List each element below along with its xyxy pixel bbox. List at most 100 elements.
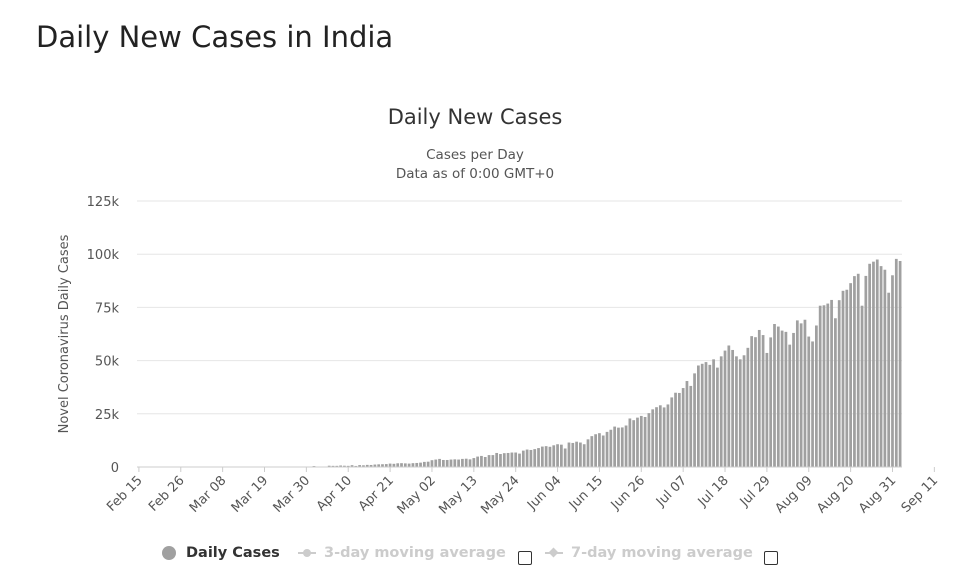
bar[interactable] xyxy=(712,359,715,467)
bar[interactable] xyxy=(677,392,681,467)
bar[interactable] xyxy=(415,462,419,467)
bar[interactable] xyxy=(540,446,544,467)
legend-item-daily-cases[interactable]: Daily Cases xyxy=(162,545,280,561)
bar[interactable] xyxy=(887,292,891,467)
bar[interactable] xyxy=(651,409,655,467)
bar[interactable] xyxy=(655,407,658,467)
bar[interactable] xyxy=(422,461,426,467)
bar[interactable] xyxy=(624,425,628,468)
bar[interactable] xyxy=(392,463,396,467)
legend-item-7-day-average[interactable]: 7-day moving average xyxy=(545,545,753,561)
legend-item-3-day-average[interactable]: 3-day moving average xyxy=(298,545,506,561)
bar[interactable] xyxy=(544,446,548,467)
bar[interactable] xyxy=(891,275,894,467)
bar[interactable] xyxy=(845,289,849,467)
bar[interactable] xyxy=(613,426,617,467)
bar[interactable] xyxy=(742,355,746,467)
bar[interactable] xyxy=(400,463,403,467)
bar[interactable] xyxy=(491,455,495,467)
bar[interactable] xyxy=(343,465,346,467)
bar[interactable] xyxy=(445,459,449,467)
bar[interactable] xyxy=(807,336,811,467)
bar[interactable] xyxy=(636,417,639,467)
bar[interactable] xyxy=(898,261,902,467)
bar[interactable] xyxy=(533,449,537,467)
bar[interactable] xyxy=(411,463,415,467)
bar[interactable] xyxy=(826,303,830,467)
bar[interactable] xyxy=(674,392,677,467)
bar[interactable] xyxy=(780,330,784,467)
bar[interactable] xyxy=(681,388,685,467)
bar[interactable] xyxy=(738,359,742,467)
bar[interactable] xyxy=(502,453,506,467)
bar[interactable] xyxy=(822,305,826,467)
bar[interactable] xyxy=(495,452,499,467)
bar[interactable] xyxy=(598,433,601,467)
bar[interactable] xyxy=(872,261,875,467)
bar[interactable] xyxy=(461,458,464,467)
bar[interactable] xyxy=(765,352,769,467)
bar[interactable] xyxy=(571,442,575,467)
bar[interactable] xyxy=(818,305,822,467)
bar[interactable] xyxy=(579,442,582,467)
bar[interactable] xyxy=(419,462,422,467)
bar[interactable] xyxy=(803,319,807,467)
bar[interactable] xyxy=(773,324,776,467)
bar[interactable] xyxy=(365,464,369,467)
bar[interactable] xyxy=(628,418,632,467)
bar[interactable] xyxy=(875,259,879,467)
bar[interactable] xyxy=(438,458,441,467)
bar[interactable] xyxy=(666,404,670,467)
bar[interactable] xyxy=(396,463,400,467)
bar[interactable] xyxy=(339,465,342,467)
bar[interactable] xyxy=(518,453,521,467)
bar[interactable] xyxy=(590,436,594,467)
bar[interactable] xyxy=(381,464,384,467)
bar[interactable] xyxy=(407,463,411,467)
bar[interactable] xyxy=(529,449,533,467)
bar[interactable] xyxy=(384,464,388,467)
bar[interactable] xyxy=(594,434,597,467)
bar[interactable] xyxy=(879,266,883,467)
bar[interactable] xyxy=(727,345,731,467)
bar[interactable] xyxy=(708,364,712,467)
bar[interactable] xyxy=(499,454,502,467)
bar[interactable] xyxy=(442,459,445,467)
bar[interactable] xyxy=(662,407,666,467)
bar[interactable] xyxy=(358,465,362,467)
bar[interactable] xyxy=(582,444,586,467)
bar[interactable] xyxy=(537,448,540,467)
bar[interactable] xyxy=(377,464,381,467)
bar[interactable] xyxy=(856,273,860,467)
bar[interactable] xyxy=(632,420,636,467)
bar[interactable] xyxy=(700,363,704,467)
bar[interactable] xyxy=(453,459,457,467)
bar[interactable] xyxy=(693,373,696,467)
bar[interactable] xyxy=(457,459,460,467)
bar[interactable] xyxy=(567,442,571,467)
bar[interactable] xyxy=(468,459,472,467)
bar[interactable] xyxy=(643,416,647,467)
bar[interactable] xyxy=(837,300,841,467)
bar[interactable] xyxy=(853,276,856,467)
bar[interactable] xyxy=(723,350,727,467)
bar[interactable] xyxy=(620,427,624,467)
bar[interactable] xyxy=(430,460,434,467)
bar[interactable] xyxy=(346,465,350,467)
bar[interactable] xyxy=(521,450,525,467)
bar[interactable] xyxy=(784,331,788,467)
bar[interactable] xyxy=(685,381,689,467)
bar[interactable] xyxy=(354,465,358,467)
bar[interactable] xyxy=(864,275,868,467)
bar[interactable] xyxy=(601,435,605,467)
bar[interactable] xyxy=(658,405,662,467)
bar[interactable] xyxy=(894,258,898,467)
bar[interactable] xyxy=(834,318,837,467)
bar[interactable] xyxy=(403,463,407,467)
bar[interactable] xyxy=(716,367,719,467)
bar[interactable] xyxy=(799,323,803,467)
bar[interactable] xyxy=(754,337,757,467)
bar[interactable] xyxy=(792,332,795,467)
bar[interactable] xyxy=(815,325,818,467)
bar[interactable] xyxy=(362,465,365,467)
